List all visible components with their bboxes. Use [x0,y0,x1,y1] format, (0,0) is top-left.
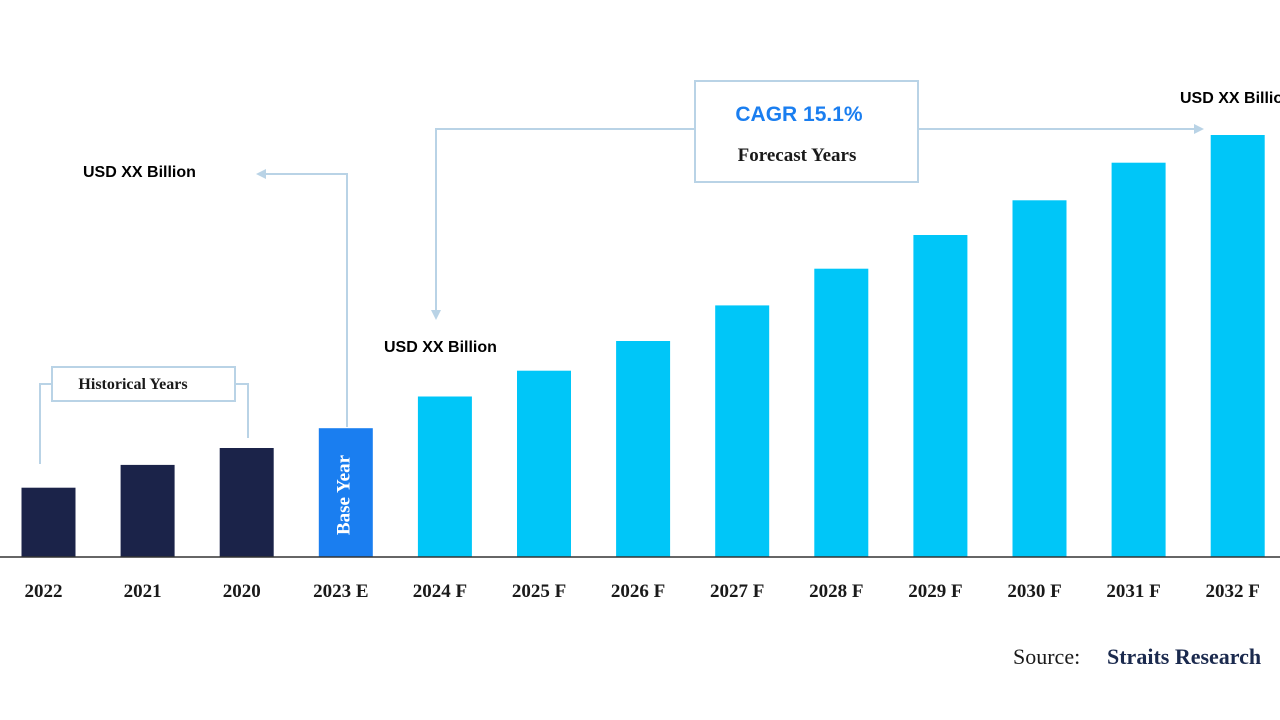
forecast-years-label: Forecast Years [738,145,857,166]
x-tick-label-2030-f: 2030 F [1007,581,1061,602]
source-name: Straits Research [1107,644,1261,669]
bar-2020 [219,448,274,557]
x-tick-label-2021: 2021 [124,581,162,602]
base-year-label: Base Year [333,454,354,535]
bar-2024-f [417,396,472,557]
bar-2023-e [318,428,373,557]
bar-2021 [120,464,175,557]
usd-label-right: USD XX Billion [1180,90,1280,107]
x-tick-label-2032-f: 2032 F [1206,581,1260,602]
usd-label-left: USD XX Billion [83,164,196,181]
x-tick-label-2027-f: 2027 F [710,581,764,602]
bar-2025-f [517,370,571,557]
x-tick-label-2023-e: 2023 E [313,581,368,602]
source-label: Source: [1013,644,1080,669]
x-tick-labels: 2022 2021 2020 2023 E 2024 F 2025 F 2026 F 2027… [25,581,1260,602]
x-tick-label-2024-f: 2024 F [413,581,467,602]
x-tick-label-2026-f: 2026 F [611,581,665,602]
x-tick-label-2022: 2022 [25,581,63,602]
usd-label-mid: USD XX Billion [384,339,497,356]
cagr-box: CAGR 15.1% Forecast Years [694,80,919,183]
x-tick-label-2025-f: 2025 F [512,581,566,602]
historical-years-label: Historical Years [78,376,187,393]
bar-2022 [21,487,76,557]
bar-2031-f [1111,162,1166,557]
base-year-arrow [256,169,348,427]
historical-years-box [51,366,236,402]
bar-2029-f [913,235,968,557]
cagr-label: CAGR 15.1% [735,103,863,126]
bar-2030-f [1012,200,1067,558]
bar-2026-f [616,341,671,557]
forecast-arrow-left [431,128,695,320]
bars-layer [21,135,1265,558]
x-tick-label-2020: 2020 [223,581,261,602]
x-tick-label-2029-f: 2029 F [908,581,962,602]
x-tick-label-2028-f: 2028 F [809,581,863,602]
bar-2027-f [715,305,770,557]
bar-2028-f [814,268,869,557]
x-tick-label-2031-f: 2031 F [1106,581,1160,602]
historical-years-bracket: Historical Years [39,366,249,464]
bar-2032-f [1210,135,1265,557]
